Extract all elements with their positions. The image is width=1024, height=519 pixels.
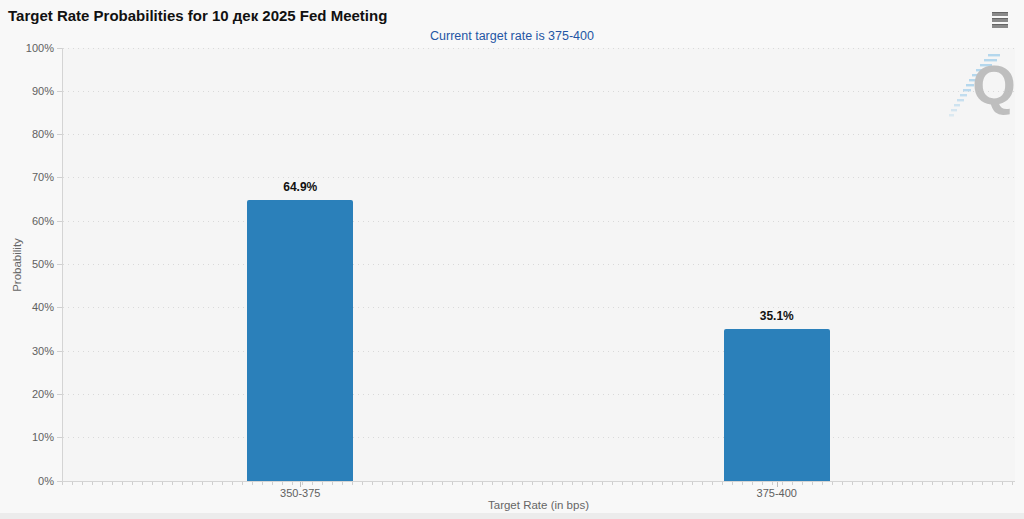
grid-line [63,134,1014,135]
svg-text:Q: Q [972,53,1016,116]
grid-line [63,264,1014,265]
y-tick-label: 10% [0,432,54,443]
y-tick-label: 80% [0,129,54,140]
grid-line [63,177,1014,178]
chart-subtitle: Current target rate is 375-400 [0,29,1024,43]
y-tick-label: 100% [0,43,54,54]
grid-line [63,351,1014,352]
y-axis-title: Probability [11,205,25,325]
chart-title: Target Rate Probabilities for 10 дек 202… [8,7,387,24]
bar-value-label: 35.1% [717,309,837,323]
y-tick-label: 0% [0,476,54,487]
grid-line [63,91,1014,92]
x-axis-title: Target Rate (in bps) [62,499,1015,511]
x-tick-label: 375-400 [717,487,837,499]
y-axis-line [62,48,63,481]
x-tick-label: 350-375 [240,487,360,499]
grid-line [63,307,1014,308]
y-tick-label: 20% [0,389,54,400]
grid-line [63,221,1014,222]
x-axis-minor-ticks [62,482,1015,485]
bar[interactable] [247,200,353,481]
fedwatch-probability-chart: Target Rate Probabilities for 10 дек 202… [0,0,1024,519]
footer-strip [0,513,1024,519]
y-tick-label: 50% [0,259,54,270]
y-tick-label: 60% [0,216,54,227]
bar[interactable] [724,329,830,481]
bar-value-label: 64.9% [240,180,360,194]
y-tick-label: 30% [0,346,54,357]
grid-line [63,48,1014,49]
y-tick-label: 40% [0,302,54,313]
grid-line [63,394,1014,395]
grid-line [63,437,1014,438]
y-tick-label: 70% [0,172,54,183]
quikstrike-q-logo: Q [948,52,1020,124]
y-tick-label: 90% [0,86,54,97]
